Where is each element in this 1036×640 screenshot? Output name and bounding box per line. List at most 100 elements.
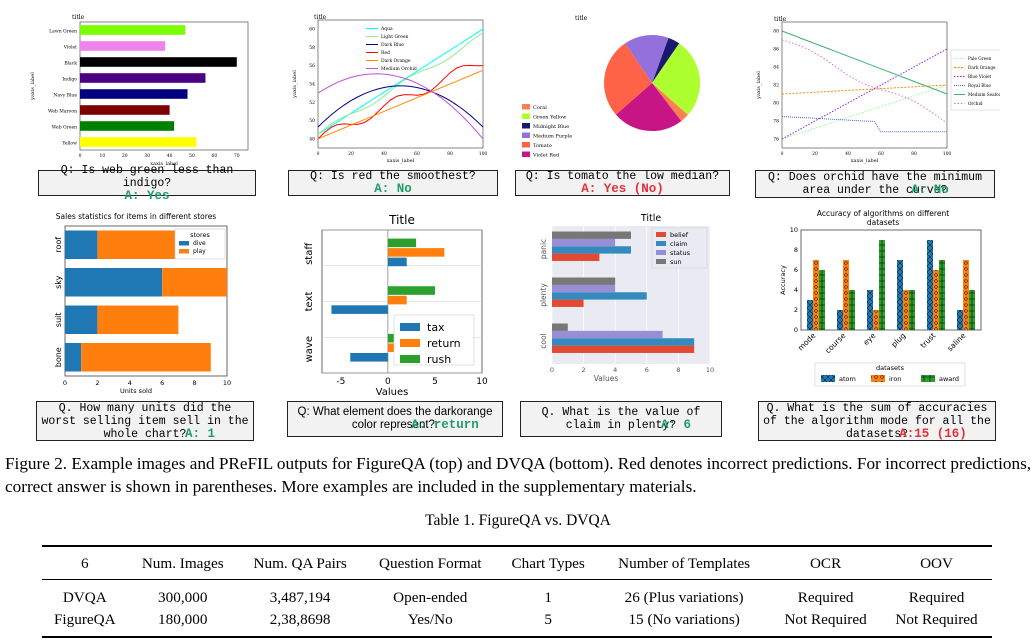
series-line <box>781 116 947 133</box>
category-label: panic <box>539 239 548 259</box>
category-label: Indigo <box>62 76 77 82</box>
tick-label: 0 <box>794 326 798 334</box>
legend-swatch <box>400 355 420 363</box>
bar <box>552 323 568 331</box>
series-line <box>317 69 484 140</box>
category-label: bone <box>54 347 63 367</box>
legend-label: tax <box>427 321 445 334</box>
table-cell: Required <box>797 589 854 606</box>
legend-swatch <box>656 259 666 264</box>
category-label: wave <box>304 336 315 362</box>
category-label: staff <box>304 242 315 265</box>
x-axis-label: xaxis_label <box>150 161 178 167</box>
figureqa-pie-chart: title Coral Green Yellow Midnight Blue Mediu… <box>512 12 732 168</box>
table-header: Chart Types <box>498 545 599 580</box>
legend-title: datasets <box>876 364 905 372</box>
plot-frame <box>317 19 484 149</box>
table-row: FigureQA 180,000 2,38,8698 Yes/No 5 15 (… <box>42 609 992 638</box>
pie-slice <box>652 83 688 122</box>
tick-label: 0 <box>385 377 391 387</box>
bar <box>552 292 647 300</box>
legend-swatch <box>656 241 666 246</box>
series-line <box>317 73 484 140</box>
chart-title: Title <box>640 213 662 224</box>
tick-label: 10 <box>790 226 798 234</box>
table-header: Number of Templates <box>598 545 771 580</box>
bar <box>552 345 695 353</box>
tick-label: 50 <box>309 118 315 124</box>
tick-label: 48 <box>309 136 315 142</box>
category-label: Navy Blue <box>54 92 78 98</box>
series-line <box>317 64 484 140</box>
chart-title: title <box>314 14 327 21</box>
pie-slice <box>625 34 669 83</box>
tick-label: 56 <box>309 63 315 69</box>
legend-swatch <box>656 250 666 255</box>
category-label: mode <box>796 331 818 353</box>
table-header: Num. Images <box>127 545 238 580</box>
legend-label: Dark Orange <box>968 65 996 70</box>
bar-play <box>81 343 211 372</box>
table-cell: FigureQA <box>42 609 128 638</box>
tick-label: 10 <box>100 153 106 159</box>
category-label: cool <box>539 333 548 348</box>
chart-title: Title <box>388 213 415 227</box>
dvqa-hatched-bar-chart: Accuracy of algorithms on different datas… <box>765 206 990 396</box>
answer-text: A: 6 <box>660 418 691 432</box>
y-axis-label: yaxis_label <box>30 72 36 101</box>
legend-label: Dark Orange <box>381 58 411 64</box>
tick-label: 0 <box>79 153 82 159</box>
pie-slice <box>604 43 652 115</box>
category-label: Web Green <box>52 124 77 130</box>
tick-label: 20 <box>348 151 354 157</box>
table-cell: 3,487,194 <box>269 589 331 606</box>
bar <box>969 290 975 330</box>
bar-dive <box>65 230 98 259</box>
series-line <box>317 32 484 135</box>
answer-text: A: No <box>911 183 949 197</box>
tick-label: 100 <box>943 151 952 157</box>
category-label: text <box>304 292 315 312</box>
table-cell: 2,38,8698 <box>237 609 363 638</box>
bar <box>350 352 388 362</box>
legend-label: Orchid <box>968 101 983 106</box>
table-header: 6 <box>42 545 128 580</box>
tick-label: 5 <box>432 377 438 387</box>
question-text: Q: Is tomato the low median? <box>525 170 720 183</box>
bar <box>331 305 388 314</box>
chart-title: title <box>72 14 85 21</box>
legend-label: Pale Green <box>968 56 992 61</box>
answer-text: A: Yes <box>124 188 170 203</box>
bar <box>909 290 915 330</box>
table-cell: 5 <box>498 609 599 638</box>
table-header: OCR <box>770 545 882 580</box>
legend-label: status <box>670 249 691 257</box>
legend-label: Coral <box>533 105 547 111</box>
series-line <box>781 84 948 140</box>
tick-label: 10 <box>706 366 714 374</box>
legend-swatch <box>522 142 530 148</box>
x-axis-label: Values <box>594 374 619 383</box>
bar <box>387 257 407 267</box>
chart-title: title <box>774 16 787 23</box>
bar <box>387 248 445 257</box>
legend-label: return <box>427 337 461 350</box>
tick-label: 40 <box>167 153 173 159</box>
question-text: Q: Does orchid have the minimum area und… <box>768 171 982 197</box>
legend-label: play <box>193 248 206 255</box>
legend-swatch <box>921 375 935 382</box>
figureqa-dotline-chart: title Pale Green Dark Orange Blue Violet Roy… <box>752 14 1000 168</box>
tick-label: 0 <box>63 379 67 387</box>
series-line <box>781 84 948 95</box>
table-header-row: 6 Num. Images Num. QA Pairs Question For… <box>42 545 992 580</box>
legend-swatch <box>400 339 420 347</box>
tick-label: 40 <box>845 151 851 157</box>
category-label: Black <box>64 60 77 66</box>
tick-label: 4 <box>128 379 132 387</box>
bar <box>873 310 879 330</box>
category-label: plug <box>889 331 907 349</box>
series-line <box>317 85 484 128</box>
tick-label: 60 <box>212 153 218 159</box>
question-box: Q: Does orchid have the minimum area und… <box>755 170 995 198</box>
bar-play <box>97 305 179 334</box>
